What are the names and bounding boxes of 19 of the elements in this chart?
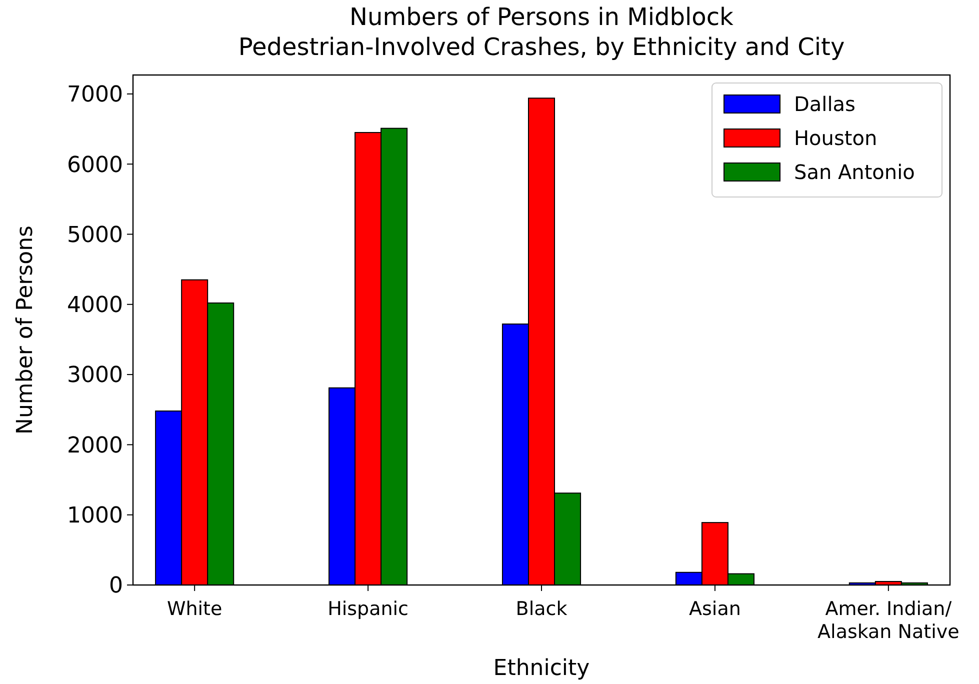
legend-label: Dallas: [794, 92, 856, 116]
legend-label: San Antonio: [794, 160, 915, 184]
x-tick-label: Amer. Indian/ Alaskan Native: [818, 598, 960, 643]
y-tick-label: 2000: [67, 433, 123, 458]
x-tick-label: White: [166, 598, 222, 620]
y-tick-label: 5000: [67, 222, 123, 248]
x-axis-title: Ethnicity: [493, 656, 590, 681]
y-tick-label: 0: [109, 574, 123, 599]
x-tick-label: Asian: [689, 598, 741, 620]
legend-label: Houston: [794, 126, 878, 150]
chart-title: Numbers of Persons in Midblock Pedestrian-Involved Crashes, by Ethnicity and City: [238, 3, 845, 61]
x-tick-label: Hispanic: [328, 598, 409, 620]
y-tick-label: 6000: [67, 152, 123, 178]
y-tick-label: 3000: [67, 363, 123, 388]
y-tick-label: 7000: [67, 82, 123, 108]
x-tick-label: Black: [516, 598, 568, 620]
y-tick-label: 4000: [67, 293, 123, 318]
y-tick-label: 1000: [67, 504, 123, 529]
y-axis-title: Number of Persons: [13, 226, 38, 434]
